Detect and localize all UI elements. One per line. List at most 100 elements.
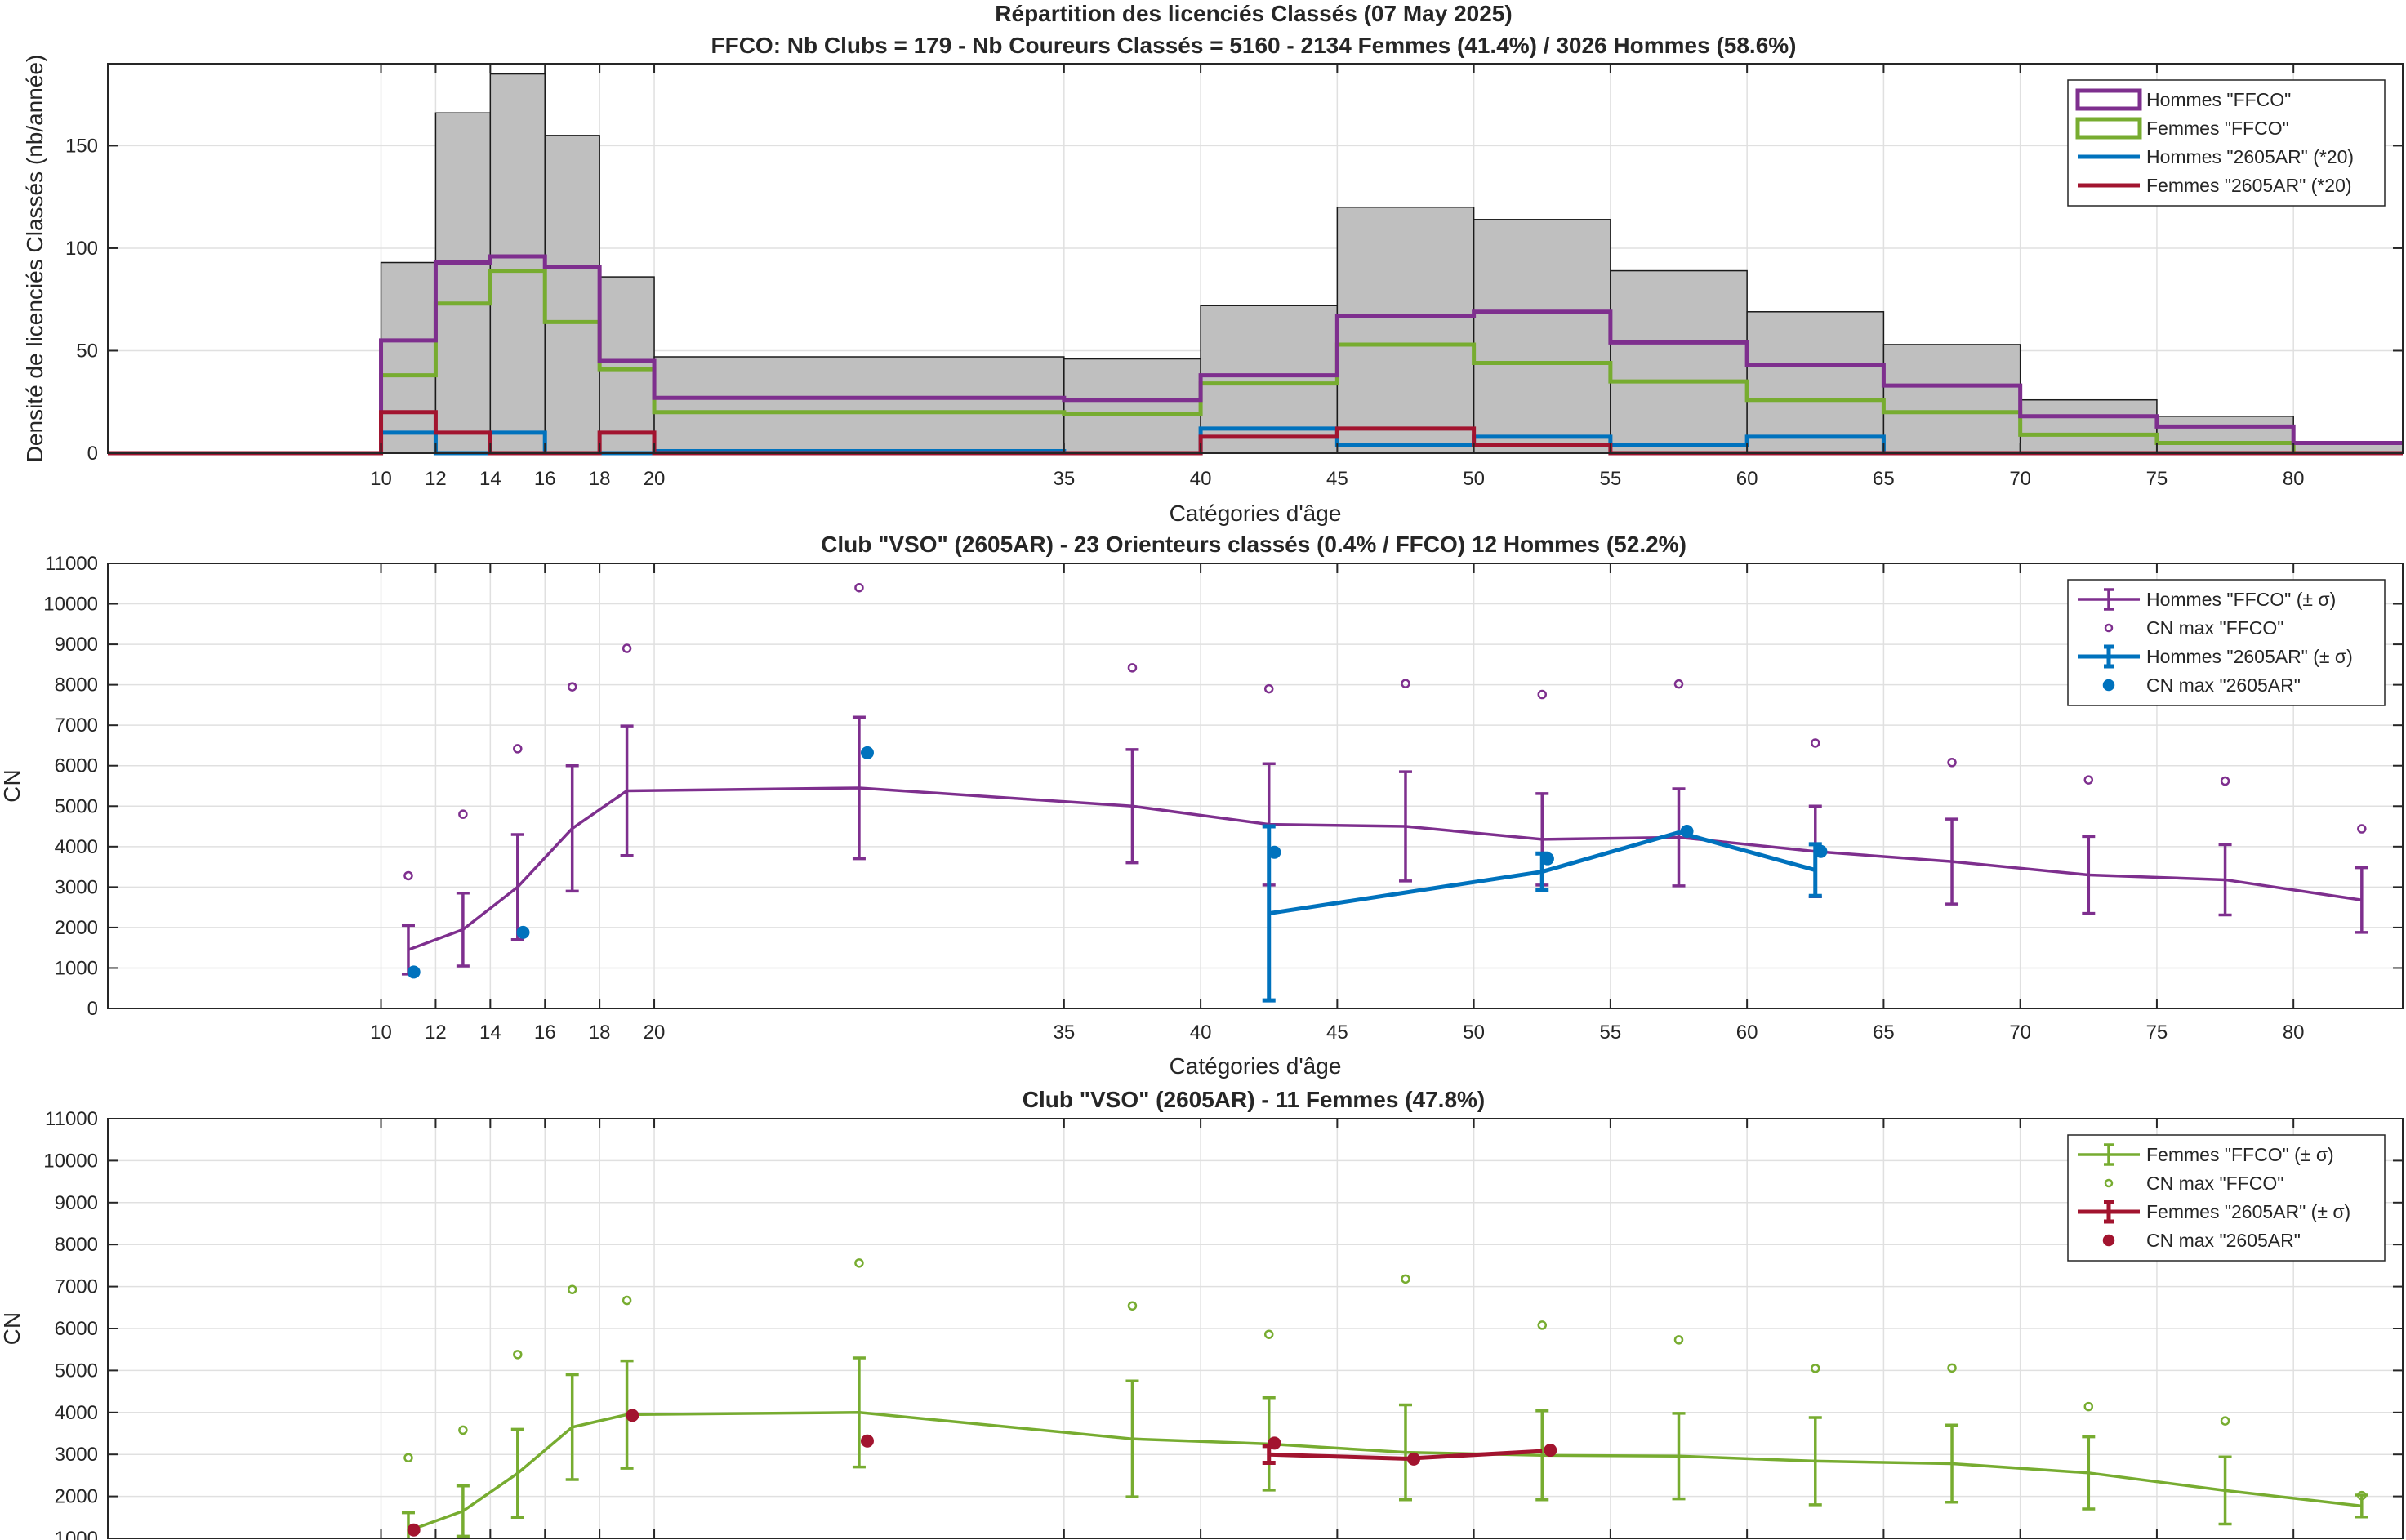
- legend-label: Femmes "2605AR" (± σ): [2146, 1201, 2350, 1222]
- legend-swatch-marker: [2104, 623, 2114, 633]
- y-tick-label: 7000: [55, 714, 98, 737]
- y-tick-label: 11000: [45, 553, 98, 575]
- cn-max-ffco-point: [2220, 1416, 2230, 1426]
- x-axis-label: Catégories d'âge: [1170, 501, 1342, 526]
- histogram-bar: [1200, 305, 1339, 454]
- x-tick-label: 80: [2283, 468, 2305, 490]
- histogram-panel: 10 12 14 16 18 20 35 40 45 50 55 60 65 70 75 80 0 50 100 15…: [22, 55, 2404, 526]
- x-tick-label: 75: [2146, 468, 2168, 490]
- x-tick-label: 80: [2283, 1021, 2305, 1044]
- histogram-bar: [2019, 398, 2158, 454]
- x-tick-label: 18: [589, 468, 611, 490]
- y-tick-label: 6000: [55, 755, 98, 777]
- men-panel-title: Club "VSO" (2605AR) - 23 Orienteurs clas…: [821, 532, 1686, 557]
- cn-max-2605ar-point: [1540, 852, 1554, 866]
- legend-swatch-marker: [2102, 1234, 2115, 1247]
- x-tick-label: 50: [1463, 468, 1485, 490]
- cn-max-ffco-point: [1947, 1363, 1957, 1373]
- y-tick-label: 10000: [43, 1150, 98, 1172]
- histogram-bar: [1336, 206, 1475, 454]
- y-tick-label: 9000: [55, 634, 98, 656]
- y-tick-label: 3000: [55, 1444, 98, 1466]
- x-tick-label: 35: [1053, 1021, 1075, 1044]
- cn-max-ffco-point: [403, 870, 413, 881]
- y-tick-label: 11000: [45, 1108, 98, 1130]
- x-tick-label: 60: [1736, 1021, 1758, 1044]
- x-tick-label: 40: [1190, 468, 1212, 490]
- cn-max-ffco-point: [1537, 689, 1547, 700]
- y-tick-label: 9000: [55, 1192, 98, 1214]
- legend-label: Hommes "FFCO" (± σ): [2146, 589, 2336, 610]
- y-tick-label: 1000: [55, 1528, 98, 1540]
- x-tick-label: 12: [425, 1021, 447, 1044]
- hommes-ffco-line: [408, 786, 2363, 951]
- y-tick-label: 0: [87, 443, 98, 465]
- legend-swatch: [2075, 117, 2142, 140]
- y-tick-label: 10000: [43, 594, 98, 616]
- x-tick-label: 45: [1326, 1021, 1348, 1044]
- y-tick-label: 8000: [55, 1234, 98, 1256]
- legend-label: Femmes "2605AR" (*20): [2146, 175, 2352, 196]
- cn-max-ffco-point: [2220, 776, 2230, 786]
- x-tick-label: 10: [370, 1021, 392, 1044]
- women-panel-title: Club "VSO" (2605AR) - 11 Femmes (47.8%): [1023, 1087, 1486, 1112]
- histogram-bar: [1882, 344, 2021, 454]
- plot-area: [108, 563, 2403, 1008]
- y-tick-label: 4000: [55, 1402, 98, 1424]
- x-tick-label: 55: [1600, 468, 1622, 490]
- x-tick-label: 14: [479, 1021, 501, 1044]
- women-cn-panel: Club "VSO" (2605AR) - 11 Femmes (47.8%) …: [0, 1087, 2404, 1540]
- legend-label: Hommes "FFCO": [2146, 89, 2291, 110]
- plot-marks: [401, 582, 2368, 1003]
- x-tick-label: 70: [2009, 468, 2031, 490]
- histogram-bar: [2156, 416, 2294, 454]
- histogram-bar: [434, 112, 492, 454]
- y-tick-label: 2000: [55, 917, 98, 939]
- y-tick-label: 5000: [55, 795, 98, 817]
- cn-max-ffco-point: [1811, 738, 1820, 748]
- cn-max-2605ar-point: [407, 965, 421, 979]
- legend-label: CN max "2605AR": [2146, 674, 2301, 696]
- x-tick-label: 16: [534, 468, 556, 490]
- x-tick-label: 20: [644, 468, 666, 490]
- x-tick-label: 45: [1326, 468, 1348, 490]
- cn-max-ffco-point: [2357, 824, 2367, 834]
- cn-max-2605ar-point: [1814, 844, 1828, 858]
- cn-max-ffco-point: [567, 682, 577, 692]
- legend-swatch-marker: [2102, 679, 2115, 692]
- cn-max-2605ar-point: [860, 1434, 874, 1448]
- cn-max-ffco-point: [2083, 1401, 2094, 1412]
- y-tick-label: 50: [76, 340, 98, 362]
- x-tick-label: 20: [644, 1021, 666, 1044]
- y-tick-label: 1000: [55, 957, 98, 979]
- cn-max-2605ar-point: [1268, 1436, 1281, 1450]
- legend-label: Femmes "FFCO": [2146, 118, 2289, 139]
- cn-max-2605ar-point: [860, 746, 874, 759]
- cn-max-2605ar-point: [1268, 845, 1281, 859]
- x-tick-label: 50: [1463, 1021, 1485, 1044]
- hommes-2605ar-line: [1268, 830, 1816, 916]
- cn-max-ffco-point: [854, 1258, 864, 1268]
- x-tick-label: 35: [1053, 468, 1075, 490]
- cn-max-ffco-point: [622, 643, 632, 653]
- legend-label: Hommes "2605AR" (*20): [2146, 146, 2354, 167]
- x-tick-label: 16: [534, 1021, 556, 1044]
- cn-max-2605ar-point: [626, 1409, 639, 1422]
- cn-max-ffco-point: [567, 1284, 577, 1294]
- x-tick-label: 65: [1873, 468, 1895, 490]
- femmes-2605ar-line: [1268, 1449, 1543, 1461]
- femmes-ffco-step-line: [108, 269, 2403, 456]
- y-tick-label: 0: [87, 998, 98, 1020]
- histogram-bar: [380, 261, 437, 454]
- y-axis-label: Densité de licenciés Classés (nb/année): [22, 55, 47, 463]
- y-tick-label: 100: [65, 238, 98, 260]
- y-tick-label: 4000: [55, 836, 98, 858]
- cn-max-ffco-point: [854, 582, 864, 593]
- x-tick-label: 12: [425, 468, 447, 490]
- cn-max-2605ar-point: [1544, 1444, 1557, 1458]
- cn-max-ffco-point: [1263, 683, 1274, 694]
- legend-swatch: [2075, 88, 2142, 111]
- men-cn-panel: Club "VSO" (2605AR) - 23 Orienteurs clas…: [0, 532, 2404, 1079]
- cn-max-ffco-point: [458, 1425, 468, 1435]
- x-tick-label: 75: [2146, 1021, 2168, 1044]
